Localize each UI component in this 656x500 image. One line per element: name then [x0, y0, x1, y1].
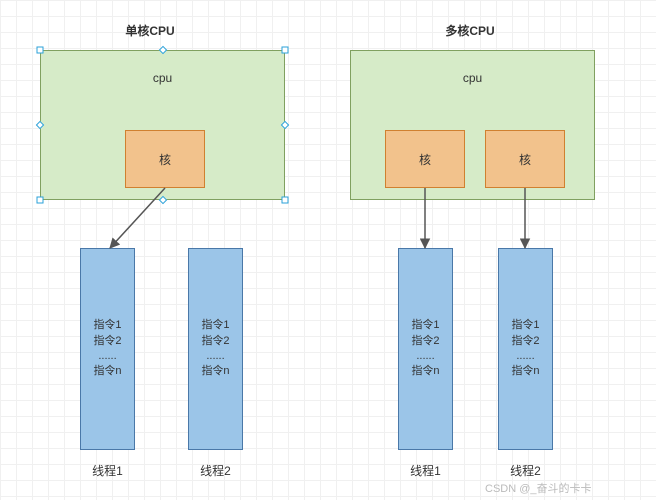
left-thread-1-line-2: ...... [206, 349, 224, 364]
selection-handle [37, 47, 44, 54]
right-thread-label-1: 线程2 [510, 462, 541, 479]
right-thread-0-line-3: 指令n [411, 364, 439, 379]
right-thread-box-0: 指令1指令2......指令n [398, 248, 453, 450]
selection-handle [37, 197, 44, 204]
watermark: CSDN @_奋斗的卡卡 [485, 480, 592, 496]
left-thread-1-line-0: 指令1 [201, 318, 229, 333]
left-core-0: 核 [125, 130, 205, 188]
selection-handle [282, 197, 289, 204]
right-thread-0-line-2: ...... [416, 349, 434, 364]
right-thread-1-line-2: ...... [516, 349, 534, 364]
right-thread-label-0: 线程1 [410, 462, 441, 479]
left-cpu-label: cpu [153, 71, 172, 85]
left-thread-0-line-2: ...... [98, 349, 116, 364]
diagram-canvas: 单核CPUcpu核指令1指令2......指令n线程1指令1指令2......指… [0, 0, 656, 500]
left-thread-1-line-1: 指令2 [201, 334, 229, 349]
right-thread-1-line-0: 指令1 [511, 318, 539, 333]
right-cpu-label: cpu [463, 71, 482, 85]
right-core-0: 核 [385, 130, 465, 188]
right-title: 多核CPU [445, 22, 494, 39]
left-thread-0-line-3: 指令n [93, 364, 121, 379]
right-core-1: 核 [485, 130, 565, 188]
left-title: 单核CPU [125, 22, 174, 39]
left-thread-label-0: 线程1 [92, 462, 123, 479]
right-thread-0-line-0: 指令1 [411, 318, 439, 333]
right-thread-1-line-3: 指令n [511, 364, 539, 379]
left-thread-0-line-0: 指令1 [93, 318, 121, 333]
right-thread-0-line-1: 指令2 [411, 334, 439, 349]
selection-handle [282, 47, 289, 54]
right-thread-1-line-1: 指令2 [511, 334, 539, 349]
left-thread-box-1: 指令1指令2......指令n [188, 248, 243, 450]
left-thread-0-line-1: 指令2 [93, 334, 121, 349]
left-thread-box-0: 指令1指令2......指令n [80, 248, 135, 450]
left-thread-label-1: 线程2 [200, 462, 231, 479]
right-thread-box-1: 指令1指令2......指令n [498, 248, 553, 450]
left-thread-1-line-3: 指令n [201, 364, 229, 379]
